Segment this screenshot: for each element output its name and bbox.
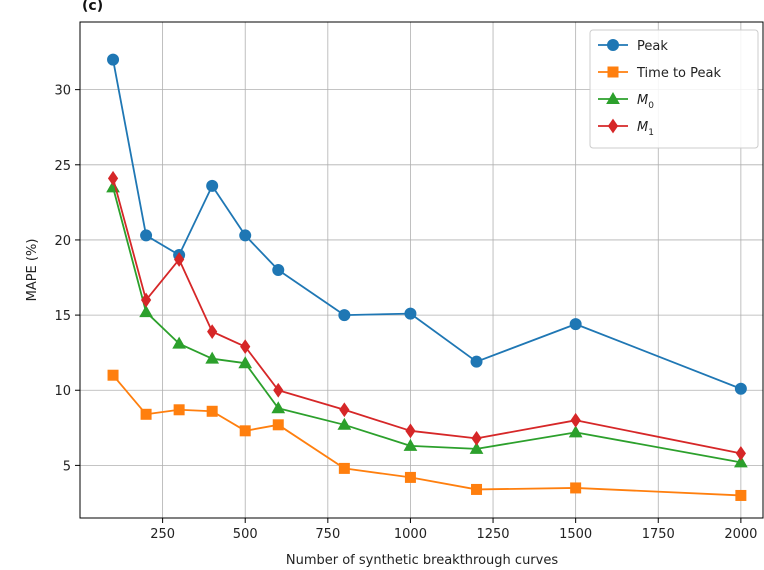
legend-item-m0: M0 xyxy=(598,91,654,111)
data-point-m0 xyxy=(734,455,748,468)
legend-marker xyxy=(607,118,619,134)
legend-item-m1: M1 xyxy=(598,118,654,138)
x-tick-label: 500 xyxy=(233,527,258,542)
data-point-peak xyxy=(734,382,747,395)
data-point-m1 xyxy=(207,324,218,340)
legend-label: M1 xyxy=(637,120,654,138)
series-m0 xyxy=(106,180,748,468)
data-point-m0 xyxy=(337,417,352,430)
series-lines xyxy=(106,53,748,501)
data-point-peak xyxy=(470,355,483,368)
legend-box xyxy=(589,29,759,149)
data-point-peak xyxy=(272,264,285,276)
data-point-peak xyxy=(404,307,417,320)
data-point-m0 xyxy=(271,401,286,414)
x-tick-label: 1500 xyxy=(559,527,592,542)
data-point-time-to-peak xyxy=(404,471,416,483)
data-point-peak xyxy=(140,229,153,242)
data-point-m1 xyxy=(735,445,746,461)
legend-label-subscript: 1 xyxy=(648,128,654,138)
x-tick-label: 1750 xyxy=(642,527,675,542)
data-point-m1 xyxy=(405,423,416,439)
legend-item-time-to-peak: Time to Peak xyxy=(598,66,721,81)
data-point-m0 xyxy=(469,441,484,454)
data-point-m1 xyxy=(140,292,152,308)
legend-label-base: M xyxy=(637,120,648,135)
data-point-time-to-peak xyxy=(338,462,350,474)
data-point-peak xyxy=(206,179,219,192)
data-point-m1 xyxy=(570,412,581,428)
data-point-peak xyxy=(107,53,120,66)
x-tick-label: 750 xyxy=(315,527,340,542)
data-point-time-to-peak xyxy=(206,405,218,417)
series-time-to-peak xyxy=(107,369,747,501)
legend-marker xyxy=(606,91,620,104)
data-point-m1 xyxy=(174,252,185,267)
y-axis-label: MAPE (%) xyxy=(25,239,40,302)
data-point-m1 xyxy=(240,339,251,355)
legend-label: M0 xyxy=(637,93,654,111)
y-tick-label: 10 xyxy=(54,384,71,399)
data-point-m0 xyxy=(139,305,153,318)
data-point-m0 xyxy=(205,351,220,364)
legend-label-base: M xyxy=(637,93,648,108)
y-tick-label: 5 xyxy=(63,459,71,474)
data-point-m0 xyxy=(568,425,583,438)
legend-label: Time to Peak xyxy=(636,66,721,81)
legend-marker xyxy=(607,66,619,78)
data-point-time-to-peak xyxy=(272,419,284,431)
legend-label-subscript: 0 xyxy=(648,101,654,111)
x-tick-label: 1000 xyxy=(394,527,427,542)
legend-label: Peak xyxy=(637,39,668,54)
data-point-m1 xyxy=(273,382,284,398)
data-point-time-to-peak xyxy=(107,369,119,381)
series-peak xyxy=(107,53,747,395)
data-point-time-to-peak xyxy=(239,425,251,437)
data-point-m1 xyxy=(471,430,482,446)
series-m1 xyxy=(107,170,746,461)
x-tick-label: 250 xyxy=(150,527,175,542)
data-point-peak xyxy=(569,318,582,331)
legend-marker xyxy=(607,39,619,51)
legend-item-peak: Peak xyxy=(598,39,668,54)
y-tick-label: 20 xyxy=(54,234,71,249)
data-point-time-to-peak xyxy=(570,482,582,494)
data-point-m0 xyxy=(172,336,186,349)
x-tick-label: 1250 xyxy=(476,527,509,542)
panel-label: (c) xyxy=(82,0,103,14)
data-point-m1 xyxy=(339,402,350,418)
data-point-time-to-peak xyxy=(471,483,483,495)
data-point-time-to-peak xyxy=(735,489,747,501)
data-point-peak xyxy=(338,309,351,322)
y-tick-label: 25 xyxy=(54,159,71,174)
y-tick-label: 30 xyxy=(54,84,71,99)
data-point-m0 xyxy=(403,438,418,451)
data-point-peak xyxy=(239,229,252,242)
data-point-m1 xyxy=(107,170,119,186)
x-axis-label: Number of synthetic breakthrough curves xyxy=(286,553,558,568)
y-tick-label: 15 xyxy=(54,309,71,324)
plot-frame xyxy=(79,21,764,519)
x-tick-label: 2000 xyxy=(724,527,757,542)
data-point-m0 xyxy=(238,356,253,369)
data-point-time-to-peak xyxy=(173,404,185,416)
data-point-time-to-peak xyxy=(140,408,152,420)
